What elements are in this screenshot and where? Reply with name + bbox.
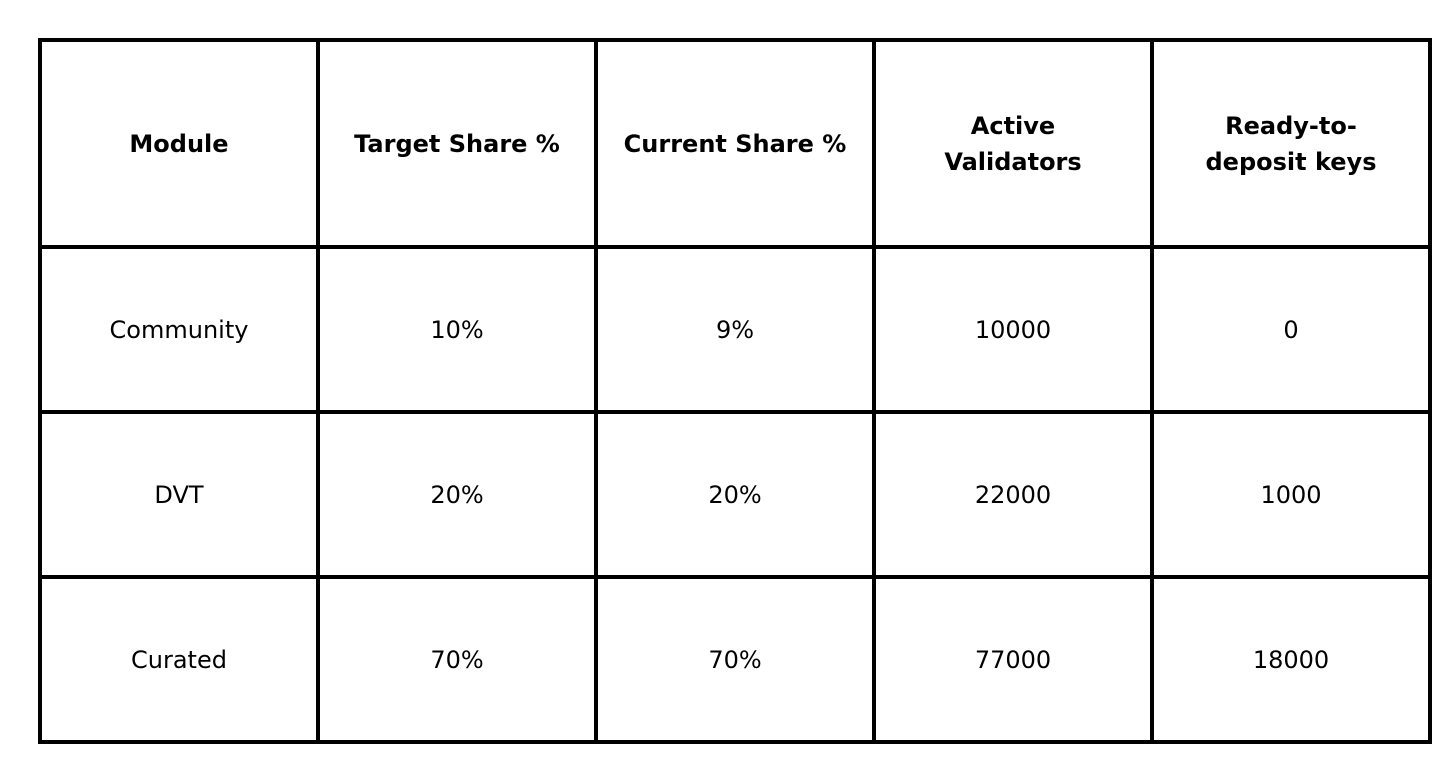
cell-ready-to-deposit-keys: 18000 xyxy=(1150,575,1432,744)
cell-module: Community xyxy=(38,245,320,414)
cell-active-validators: 22000 xyxy=(872,410,1154,579)
cell-module: DVT xyxy=(38,410,320,579)
cell-active-validators: 10000 xyxy=(872,245,1154,414)
module-share-table: Module Target Share % Current Share % Ac… xyxy=(38,38,1432,744)
cell-active-validators: 77000 xyxy=(872,575,1154,744)
header-target-share: Target Share % xyxy=(316,38,598,249)
table-row: DVT 20% 20% 22000 1000 xyxy=(38,410,1432,579)
header-current-share: Current Share % xyxy=(594,38,876,249)
table-row: Community 10% 9% 10000 0 xyxy=(38,245,1432,414)
cell-ready-to-deposit-keys: 1000 xyxy=(1150,410,1432,579)
cell-target-share: 10% xyxy=(316,245,598,414)
table-row: Curated 70% 70% 77000 18000 xyxy=(38,575,1432,744)
cell-target-share: 20% xyxy=(316,410,598,579)
cell-current-share: 20% xyxy=(594,410,876,579)
cell-module: Curated xyxy=(38,575,320,744)
header-ready-to-deposit-keys: Ready-to-deposit keys xyxy=(1150,38,1432,249)
cell-ready-to-deposit-keys: 0 xyxy=(1150,245,1432,414)
cell-current-share: 70% xyxy=(594,575,876,744)
header-active-validators: Active Validators xyxy=(872,38,1154,249)
header-module: Module xyxy=(38,38,320,249)
cell-current-share: 9% xyxy=(594,245,876,414)
cell-target-share: 70% xyxy=(316,575,598,744)
table-header-row: Module Target Share % Current Share % Ac… xyxy=(38,38,1432,249)
